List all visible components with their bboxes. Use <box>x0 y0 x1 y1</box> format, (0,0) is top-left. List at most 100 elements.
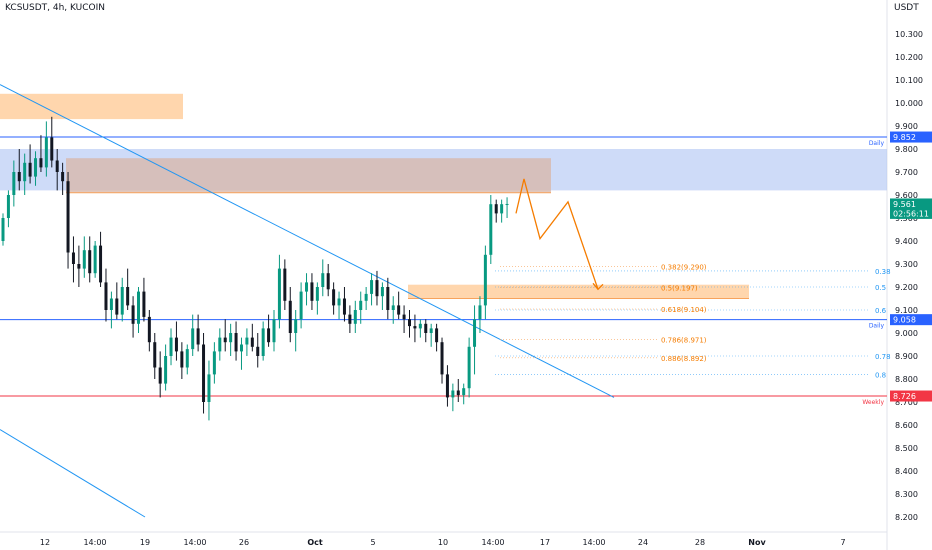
candle-body <box>218 337 222 352</box>
candle-body <box>126 287 130 306</box>
candle-body <box>50 137 54 161</box>
candle-body <box>261 328 265 356</box>
price-label-tag <box>890 390 932 402</box>
candle-body <box>348 314 352 324</box>
y-tick-label: 9.900 <box>895 122 918 131</box>
candle-body <box>332 289 336 306</box>
candle-body <box>212 351 216 375</box>
fib-level-label: 0.5(9.197) <box>661 285 698 293</box>
candle-body <box>185 349 189 368</box>
projection-arrowhead <box>592 282 604 291</box>
candle-body <box>402 314 406 320</box>
candle-body <box>478 305 482 320</box>
candle-body <box>370 280 374 294</box>
y-tick-label: 8.800 <box>895 375 918 384</box>
candle-body <box>288 300 292 333</box>
price-axis-unit: USDT <box>894 3 919 13</box>
candle-body <box>180 351 184 368</box>
candle-body <box>44 137 48 168</box>
candle-body <box>408 319 411 327</box>
price-label-tag <box>890 131 932 143</box>
candle-body <box>375 280 379 297</box>
candle-body <box>397 305 401 315</box>
level-tag-text: Weekly <box>862 399 884 406</box>
candle-body <box>17 172 21 182</box>
x-tick-label: Nov <box>748 538 766 547</box>
candle-body <box>445 374 449 398</box>
blue-fib-label: 0.6 <box>875 307 887 315</box>
price-label-text: 9.561 <box>893 200 916 209</box>
y-tick-label: 8.600 <box>895 421 918 430</box>
price-label-text: 9.852 <box>893 133 916 142</box>
x-tick-label: 7 <box>840 538 845 547</box>
candle-body <box>196 328 200 345</box>
candle-body <box>429 328 433 333</box>
candle-body <box>104 282 108 310</box>
y-tick-label: 8.500 <box>895 444 918 453</box>
candle-body <box>424 323 428 333</box>
y-tick-label: 8.400 <box>895 467 918 476</box>
candle-body <box>267 328 271 343</box>
x-tick-label: 26 <box>239 538 249 547</box>
candle-body <box>256 346 260 356</box>
x-tick-label: 5 <box>370 538 375 547</box>
candle-body <box>229 333 233 343</box>
price-label-text: 02:56:11 <box>893 209 929 218</box>
candle-body <box>131 305 135 324</box>
candle-body <box>473 319 477 347</box>
candle-body <box>380 287 384 297</box>
candle-body <box>440 342 444 375</box>
price-label-tag <box>890 207 932 219</box>
candle-body <box>451 390 455 398</box>
candle-body <box>489 204 493 255</box>
lower-trendline <box>0 429 146 518</box>
upper-demand-zone <box>0 93 183 120</box>
candle-body <box>337 298 341 306</box>
x-tick-label: 14:00 <box>582 538 605 547</box>
candle-body <box>202 344 206 402</box>
price-label-text: 9.058 <box>893 316 916 325</box>
candle-body <box>321 273 325 287</box>
y-tick-label: 8.700 <box>895 398 918 407</box>
candle-body <box>77 264 81 269</box>
fib-level-label: 0.886(8.892) <box>661 355 707 363</box>
fib-level-label: 0.786(8.971) <box>661 337 707 345</box>
y-tick-label: 9.400 <box>895 237 918 246</box>
candle-body <box>283 268 287 301</box>
candle-body <box>142 291 146 317</box>
y-tick-label: 8.200 <box>895 513 918 522</box>
x-tick-label: 14:00 <box>481 538 504 547</box>
x-tick-label: 12 <box>40 538 50 547</box>
y-tick-label: 10.300 <box>895 30 923 39</box>
candle-body <box>245 337 249 345</box>
level-tag-text: Daily <box>869 140 885 147</box>
candle-body <box>342 298 346 315</box>
x-tick-label: 19 <box>140 538 150 547</box>
candle-body <box>272 319 276 343</box>
blue-fib-label: 0.38 <box>875 268 891 276</box>
brown-zone <box>66 158 551 193</box>
candle-body <box>413 326 417 329</box>
descending-trendline <box>0 84 615 398</box>
x-tick-label: Oct <box>307 538 323 547</box>
blue-fib-label: 0.8 <box>875 371 886 379</box>
price-label-text: 8.726 <box>893 392 916 401</box>
y-tick-label: 9.000 <box>895 329 918 338</box>
candle-body <box>418 323 422 329</box>
candle-body <box>6 195 10 218</box>
x-tick-label: 17 <box>540 538 550 547</box>
price-label-tag <box>890 198 932 210</box>
candle-body <box>34 158 38 177</box>
candle-body <box>28 162 32 177</box>
candle-body <box>250 337 254 347</box>
candle-body <box>71 252 75 264</box>
candle-body <box>61 172 65 182</box>
candle-body <box>310 282 314 301</box>
candle-body <box>467 346 471 389</box>
x-tick-label: 10 <box>438 538 448 547</box>
candle-body <box>55 160 59 172</box>
candle-body <box>277 268 281 320</box>
candle-body <box>191 328 195 350</box>
candle-body <box>207 374 211 402</box>
